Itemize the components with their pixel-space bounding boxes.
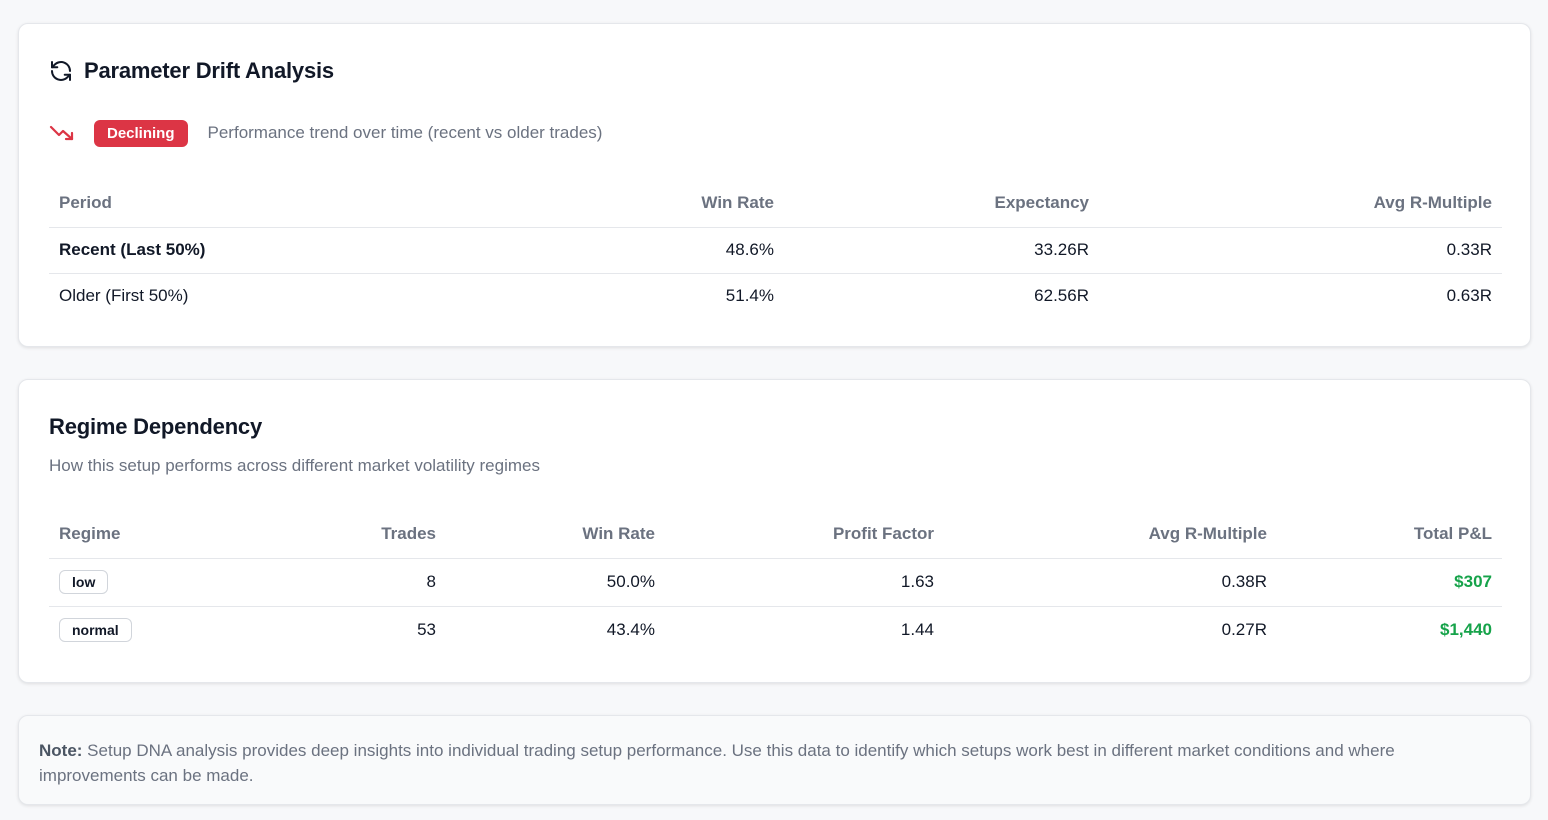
regime-header-row: Regime Trades Win Rate Profit Factor Avg… [49,510,1502,559]
header-expectancy: Expectancy [784,179,1099,228]
table-row: normal 53 43.4% 1.44 0.27R $1,440 [49,606,1502,654]
drift-header-row: Period Win Rate Expectancy Avg R-Multipl… [49,179,1502,228]
avg-r-cell: 0.27R [1221,620,1267,640]
period-cell: Older (First 50%) [59,286,189,306]
avg-r-cell: 0.63R [1446,286,1492,306]
note-body: Setup DNA analysis provides deep insight… [39,741,1395,785]
win-rate-cell: 43.4% [606,620,655,640]
header-total-pnl: Total P&L [1277,510,1502,559]
header-period: Period [49,179,534,228]
header-trades: Trades [294,510,446,559]
regime-dependency-card: Regime Dependency How this setup perform… [18,379,1531,683]
trend-row: Declining Performance trend over time (r… [49,119,602,147]
drift-title-row: Parameter Drift Analysis [49,58,334,84]
trades-cell: 53 [417,620,436,640]
regime-title-row: Regime Dependency [49,414,262,440]
table-row: Recent (Last 50%) 48.6% 33.26R 0.33R [49,227,1502,274]
header-profit-factor: Profit Factor [665,510,944,559]
header-win-rate: Win Rate [534,179,784,228]
win-rate-cell: 50.0% [446,558,665,607]
profit-factor-cell: 1.63 [665,558,944,607]
avg-r-cell: 0.38R [944,558,1277,607]
declining-badge: Declining [94,119,188,147]
regime-subtitle: How this setup performs across different… [49,456,540,475]
refresh-icon [51,61,71,81]
header-regime: Regime [49,510,294,559]
trades-cell: 8 [294,558,446,607]
parameter-drift-card: Parameter Drift Analysis Declining Perfo… [18,23,1531,347]
note-label: Note: [39,741,83,760]
drift-table: Period Win Rate Expectancy Avg R-Multipl… [49,179,1502,319]
regime-cell: low [49,558,294,607]
trend-description: Performance trend over time (recent vs o… [207,123,603,142]
expectancy-cell: 62.56R [1034,286,1089,306]
trending-down-icon [49,125,74,141]
total-pnl-cell: $307 [1277,558,1502,607]
total-pnl-cell: $1,440 [1440,620,1492,640]
win-rate-cell: 51.4% [725,286,774,306]
drift-title: Parameter Drift Analysis [84,58,334,83]
note-text: Note: Setup DNA analysis provides deep i… [39,738,1479,788]
period-cell: Recent (Last 50%) [49,227,534,274]
regime-badge: normal [59,618,132,643]
regime-title: Regime Dependency [49,414,263,439]
header-avg-r: Avg R-Multiple [1099,179,1502,228]
table-row: low 8 50.0% 1.63 0.38R $307 [49,558,1502,607]
avg-r-cell: 0.33R [1099,227,1502,274]
regime-badge: low [59,570,109,594]
profit-factor-cell: 1.44 [900,620,934,640]
note-card: Note: Setup DNA analysis provides deep i… [18,715,1531,805]
win-rate-cell: 48.6% [534,227,784,274]
regime-table: Regime Trades Win Rate Profit Factor Avg… [49,510,1502,654]
regime-cell: normal [49,606,294,654]
header-win-rate: Win Rate [446,510,665,559]
header-avg-r: Avg R-Multiple [944,510,1277,559]
expectancy-cell: 33.26R [784,227,1099,274]
table-row: Older (First 50%) 51.4% 62.56R 0.63R [49,273,1502,319]
